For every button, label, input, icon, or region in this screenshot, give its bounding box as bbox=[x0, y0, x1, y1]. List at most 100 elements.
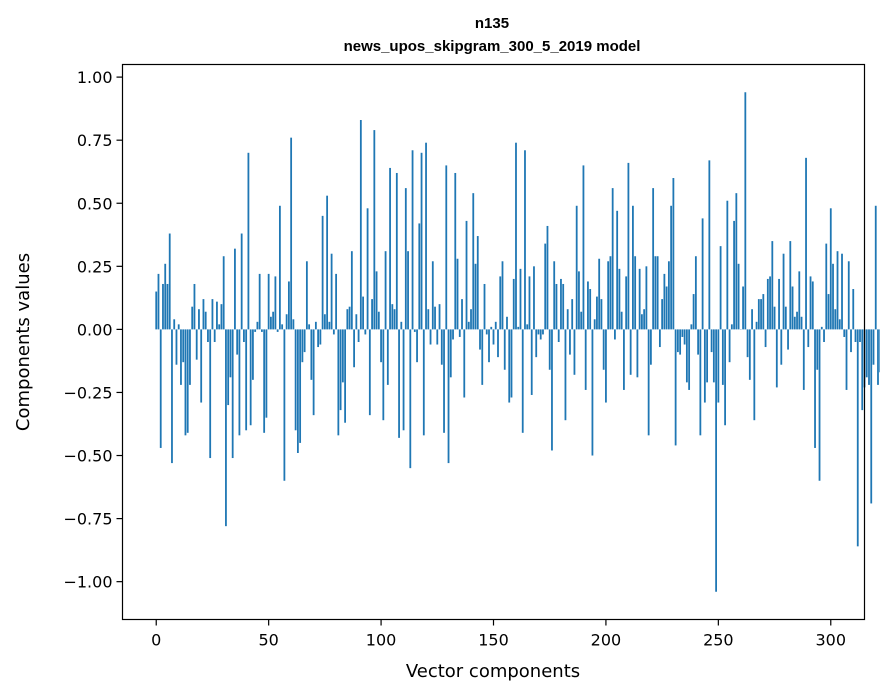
bar bbox=[485, 329, 488, 335]
bar bbox=[557, 329, 560, 342]
y-axis-label: Components values bbox=[13, 253, 34, 431]
bar bbox=[278, 205, 281, 330]
bar bbox=[816, 329, 819, 370]
bar bbox=[312, 329, 315, 416]
bar bbox=[303, 329, 306, 353]
bar bbox=[832, 263, 834, 330]
y-tick-label: 0.25 bbox=[77, 257, 113, 276]
bar bbox=[530, 329, 533, 395]
bar bbox=[679, 329, 682, 355]
bar bbox=[337, 329, 340, 436]
bar bbox=[868, 329, 870, 385]
bar bbox=[458, 329, 461, 337]
bar bbox=[384, 251, 387, 330]
bar bbox=[600, 299, 603, 330]
x-axis-label: Vector components bbox=[406, 661, 580, 682]
x-tick-label: 200 bbox=[591, 631, 622, 650]
bar bbox=[717, 329, 720, 403]
bar bbox=[204, 311, 207, 330]
bar bbox=[270, 316, 272, 330]
bar bbox=[548, 329, 551, 370]
bar bbox=[209, 329, 212, 459]
bar bbox=[490, 326, 493, 330]
x-tick-label: 150 bbox=[478, 631, 509, 650]
bar bbox=[395, 172, 398, 330]
bar bbox=[225, 329, 227, 527]
bar bbox=[301, 329, 304, 363]
bar bbox=[483, 283, 486, 330]
bar bbox=[715, 329, 717, 592]
bar bbox=[654, 256, 657, 330]
bar bbox=[445, 165, 448, 330]
bar bbox=[575, 205, 578, 330]
bar bbox=[454, 172, 457, 330]
bar bbox=[479, 329, 481, 350]
bar bbox=[386, 329, 389, 385]
bar bbox=[328, 321, 331, 330]
bar bbox=[231, 329, 234, 459]
bar bbox=[200, 329, 203, 403]
bar bbox=[159, 329, 162, 448]
bar bbox=[456, 258, 459, 330]
bar bbox=[569, 329, 571, 355]
bar bbox=[476, 236, 479, 330]
bar bbox=[582, 165, 585, 330]
bar bbox=[422, 329, 425, 436]
bar bbox=[802, 329, 805, 390]
bar bbox=[438, 304, 441, 330]
bar bbox=[371, 299, 373, 330]
bar bbox=[877, 329, 879, 385]
bar bbox=[236, 329, 239, 355]
bar bbox=[404, 188, 407, 330]
bar bbox=[584, 329, 587, 390]
bar bbox=[171, 329, 173, 464]
bar bbox=[290, 137, 293, 330]
bar bbox=[836, 251, 839, 330]
bar bbox=[564, 329, 567, 421]
bar bbox=[629, 329, 632, 375]
bar bbox=[416, 329, 418, 363]
bar bbox=[580, 311, 583, 330]
bar bbox=[182, 329, 185, 363]
bar bbox=[346, 309, 349, 330]
bar bbox=[735, 193, 738, 330]
bar bbox=[528, 276, 531, 330]
bar bbox=[274, 276, 277, 330]
x-tick-label: 250 bbox=[703, 631, 734, 650]
bar bbox=[539, 329, 542, 340]
bar bbox=[641, 314, 643, 330]
bar bbox=[189, 329, 191, 385]
bar bbox=[546, 225, 549, 330]
bar bbox=[227, 329, 230, 406]
bar bbox=[249, 329, 252, 426]
bar bbox=[292, 319, 295, 330]
bar bbox=[609, 256, 612, 330]
bar bbox=[177, 324, 180, 330]
bar bbox=[308, 324, 311, 330]
bar bbox=[497, 329, 499, 358]
bar bbox=[553, 261, 556, 330]
bar bbox=[283, 329, 286, 481]
bar bbox=[737, 263, 740, 330]
bar bbox=[643, 309, 646, 330]
bar bbox=[645, 266, 648, 330]
bar bbox=[254, 329, 257, 332]
bar bbox=[805, 157, 807, 330]
bar bbox=[587, 281, 589, 330]
y-tick-label: −0.75 bbox=[63, 510, 112, 529]
bar bbox=[688, 329, 691, 390]
bar bbox=[793, 316, 796, 330]
bar bbox=[861, 329, 864, 411]
bar bbox=[692, 294, 695, 330]
bar bbox=[710, 329, 713, 353]
bar bbox=[699, 329, 702, 436]
bar bbox=[380, 329, 382, 363]
bar bbox=[449, 329, 452, 378]
bar bbox=[674, 329, 677, 446]
bar bbox=[769, 276, 771, 330]
bar bbox=[856, 329, 859, 547]
bar bbox=[261, 329, 263, 332]
bar bbox=[335, 273, 338, 330]
bar bbox=[164, 263, 167, 330]
